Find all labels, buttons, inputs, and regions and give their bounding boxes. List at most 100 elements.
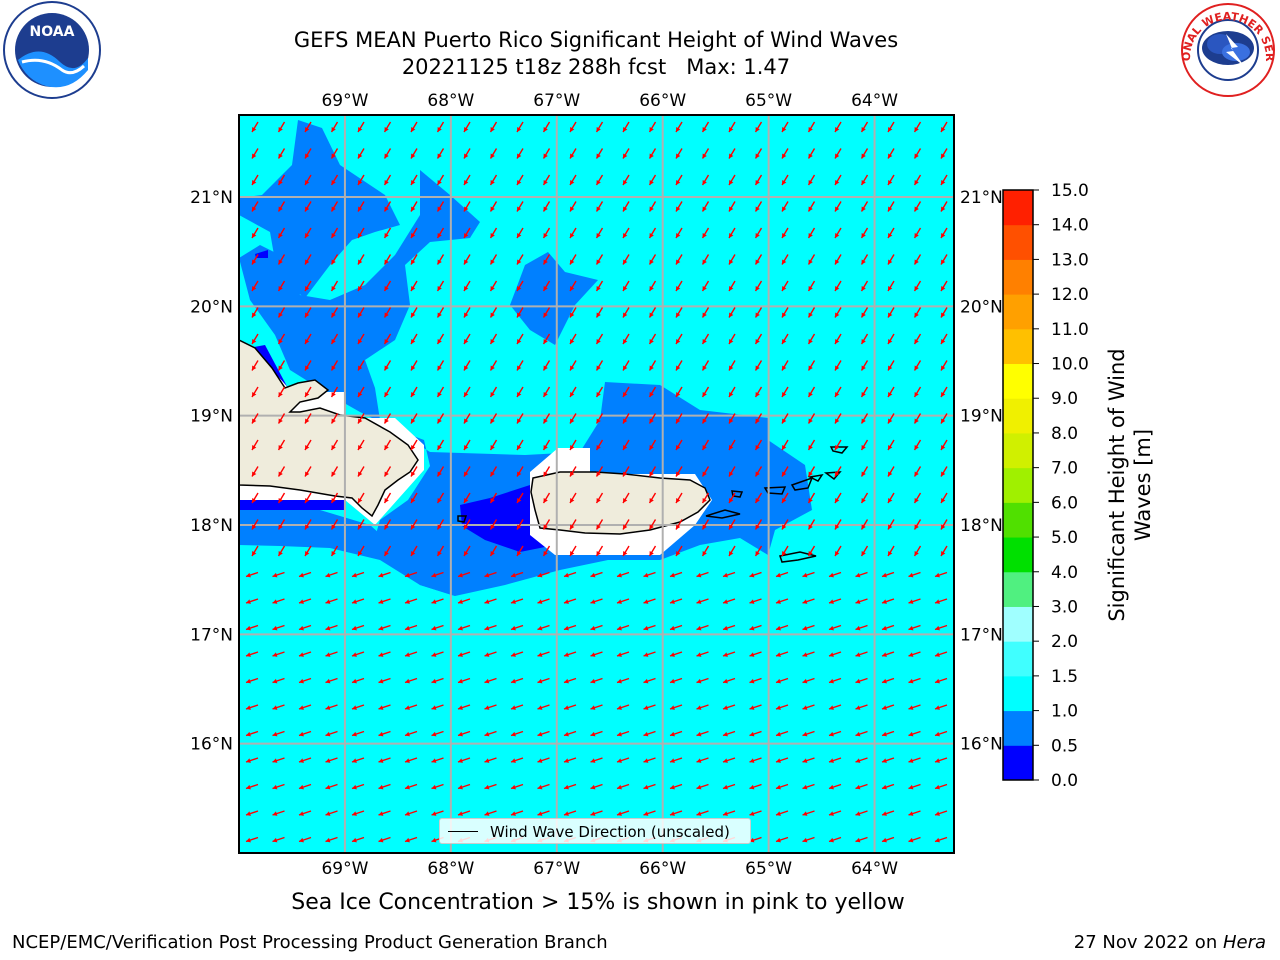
wind-wave-arrow xyxy=(669,651,683,657)
wind-wave-arrow xyxy=(457,651,471,657)
wind-wave-arrow xyxy=(537,571,550,578)
wind-wave-arrow xyxy=(860,492,869,504)
wind-wave-arrow xyxy=(807,254,816,265)
wind-wave-arrow xyxy=(749,757,762,763)
wind-wave-arrow xyxy=(675,148,683,159)
wind-wave-arrow xyxy=(563,598,577,604)
wind-wave-arrow xyxy=(404,651,418,657)
longitude-labels-bottom: 69°W 68°W 67°W 66°W 65°W 64°W xyxy=(321,859,898,879)
wind-wave-arrow xyxy=(542,333,551,345)
wind-wave-arrow xyxy=(251,466,259,477)
lat-label-right: 17°N xyxy=(960,625,1003,645)
wind-wave-arrow xyxy=(542,254,551,265)
wind-wave-arrow xyxy=(357,386,365,398)
wind-wave-arrow xyxy=(940,201,948,212)
wind-wave-arrow xyxy=(887,227,895,239)
wind-wave-arrow xyxy=(436,466,445,477)
wind-wave-arrow xyxy=(330,227,339,239)
wind-wave-arrow xyxy=(404,810,418,816)
wind-wave-arrow xyxy=(913,174,922,186)
wind-wave-arrow xyxy=(463,360,471,371)
wind-wave-arrow xyxy=(304,545,312,557)
wind-wave-arrow xyxy=(781,227,789,239)
wind-wave-arrow xyxy=(484,783,497,790)
wind-wave-arrow xyxy=(754,360,763,371)
wind-wave-arrow xyxy=(754,148,763,159)
colorbar-tick-label: 8.0 xyxy=(1051,424,1078,444)
wind-wave-arrow xyxy=(457,704,471,710)
wind-wave-arrow xyxy=(404,704,418,710)
wind-wave-arrow xyxy=(887,413,895,424)
wind-wave-arrow xyxy=(595,148,604,159)
wind-wave-arrow xyxy=(537,730,550,737)
wind-wave-arrow xyxy=(378,571,391,578)
wind-wave-arrow xyxy=(675,413,683,424)
wind-wave-arrow xyxy=(696,783,709,790)
wind-wave-arrow xyxy=(489,466,498,477)
wind-wave-arrow xyxy=(272,836,285,843)
wind-wave-arrow xyxy=(304,386,312,398)
wind-wave-arrow xyxy=(383,413,392,424)
lon-label-top: 67°W xyxy=(533,91,580,111)
wind-wave-arrow xyxy=(325,677,338,684)
wind-wave-arrow xyxy=(457,571,471,578)
wind-wave-arrow xyxy=(378,836,391,843)
wind-wave-arrow xyxy=(378,810,391,816)
wind-wave-arrow xyxy=(701,201,710,212)
wind-wave-arrow xyxy=(855,624,868,631)
wind-wave-arrow xyxy=(351,836,365,843)
wind-wave-arrow xyxy=(669,757,683,763)
wind-wave-arrow xyxy=(940,333,948,345)
wind-wave-arrow xyxy=(595,201,604,212)
wind-wave-arrow xyxy=(855,677,868,684)
map-legend: Wind Wave Direction (unscaled) xyxy=(439,818,751,844)
colorbar-band xyxy=(1003,294,1033,330)
wind-wave-arrow xyxy=(940,227,948,239)
wind-wave-arrow xyxy=(563,730,577,737)
wind-wave-arrow xyxy=(860,360,869,371)
wind-wave-arrow xyxy=(457,783,471,790)
wind-wave-arrow xyxy=(298,704,312,710)
wind-wave-arrow xyxy=(357,413,365,424)
wind-wave-arrow xyxy=(383,386,392,398)
wind-wave-arrow xyxy=(749,624,762,631)
wind-wave-arrow xyxy=(934,757,948,763)
latitude-labels-left: 21°N 20°N 19°N 18°N 17°N 16°N xyxy=(190,188,233,755)
wind-wave-arrow xyxy=(304,280,312,292)
wind-wave-arrow xyxy=(834,386,842,398)
wind-wave-arrow xyxy=(940,492,948,504)
wind-wave-arrow xyxy=(855,730,868,737)
wind-wave-arrow xyxy=(436,333,445,345)
wind-wave-arrow xyxy=(325,730,338,737)
wind-wave-arrow xyxy=(463,121,471,133)
wind-wave-arrow xyxy=(834,360,842,371)
wind-wave-arrow xyxy=(569,227,577,239)
lat-label-right: 20°N xyxy=(960,297,1003,317)
colorbar-band xyxy=(1003,571,1033,607)
wind-wave-arrow xyxy=(595,492,604,504)
wind-wave-arrow xyxy=(622,148,630,159)
wind-wave-arrow xyxy=(622,519,630,530)
wind-wave-arrow xyxy=(325,571,338,578)
wind-wave-arrow xyxy=(616,730,630,737)
wind-wave-arrow xyxy=(622,386,630,398)
wind-wave-arrow xyxy=(940,360,948,371)
wind-wave-arrow xyxy=(277,280,286,292)
wind-wave-arrow xyxy=(298,757,312,763)
wind-wave-arrow xyxy=(330,413,339,424)
wind-wave-arrow xyxy=(669,677,683,684)
wind-wave-arrow xyxy=(516,545,524,557)
wind-wave-arrow xyxy=(696,651,709,657)
wind-wave-arrow xyxy=(245,730,259,737)
wind-wave-arrow xyxy=(542,466,551,477)
wind-wave-arrow xyxy=(648,492,657,504)
wind-wave-arrow xyxy=(807,333,816,345)
wind-wave-arrow xyxy=(457,757,471,763)
wind-wave-arrow xyxy=(860,280,869,292)
wind-wave-arrow xyxy=(828,836,842,843)
lon-label-top: 66°W xyxy=(639,91,686,111)
wind-wave-arrow xyxy=(330,466,339,477)
wind-wave-arrow xyxy=(383,148,392,159)
wind-wave-arrow xyxy=(510,571,524,578)
wind-wave-arrow xyxy=(277,254,286,265)
